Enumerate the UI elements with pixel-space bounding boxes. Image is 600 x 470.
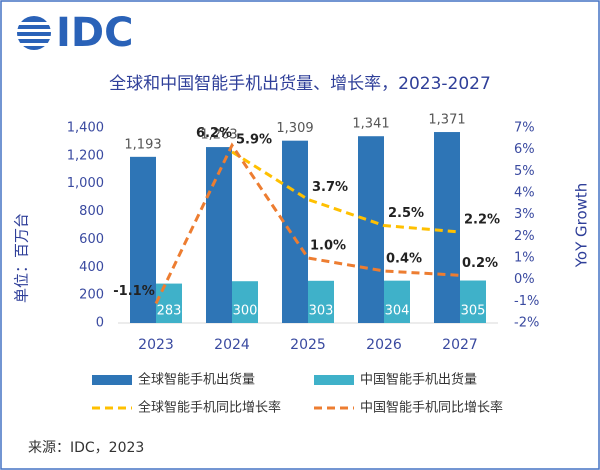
y-tick-label: 0 bbox=[96, 316, 104, 331]
bar bbox=[232, 281, 258, 323]
legend-label: 中国智能手机同比增长率 bbox=[360, 400, 503, 416]
y2-tick-label: 6% bbox=[514, 142, 535, 157]
line-value-label: 0.4% bbox=[386, 252, 422, 267]
y-tick-label: 1,400 bbox=[67, 121, 104, 136]
bar bbox=[282, 140, 308, 323]
legend-label: 全球智能手机同比增长率 bbox=[138, 400, 281, 416]
line-value-label: 5.9% bbox=[236, 132, 272, 147]
line-value-label: 1.0% bbox=[310, 239, 346, 254]
legend-label: 全球智能手机出货量 bbox=[138, 372, 255, 388]
bar-value-label: 1,193 bbox=[124, 137, 161, 152]
y2-tick-label: 0% bbox=[514, 272, 535, 287]
bar-value-label: 1,341 bbox=[352, 117, 389, 132]
y2-tick-label: 1% bbox=[514, 251, 535, 266]
y2-tick-label: 4% bbox=[514, 186, 535, 201]
bar-value-label: 304 bbox=[385, 304, 410, 319]
line-value-label: -1.1% bbox=[113, 284, 154, 299]
bar bbox=[460, 280, 486, 323]
y2-tick-label: -2% bbox=[514, 316, 539, 331]
bar bbox=[308, 280, 334, 323]
bar-value-label: 283 bbox=[157, 304, 182, 319]
bar-value-label: 1,309 bbox=[276, 121, 313, 136]
bar-value-label: 1,371 bbox=[428, 113, 465, 128]
line-value-label: 2.5% bbox=[388, 206, 424, 221]
y-axis-label: 单位：百万台 bbox=[13, 213, 31, 303]
x-tick-label: 2025 bbox=[290, 337, 326, 353]
bar bbox=[384, 280, 410, 323]
y2-tick-label: 3% bbox=[514, 207, 535, 222]
line-value-label: 2.2% bbox=[464, 213, 500, 228]
line-value-label: 0.2% bbox=[462, 256, 498, 271]
legend-swatch bbox=[314, 375, 354, 385]
y2-tick-label: 2% bbox=[514, 229, 535, 244]
y-tick-label: 1,200 bbox=[67, 148, 104, 163]
bar-value-label: 300 bbox=[233, 304, 258, 319]
bar-value-label: 305 bbox=[461, 304, 486, 319]
y-tick-label: 400 bbox=[79, 260, 104, 275]
bar-value-label: 1,263 bbox=[200, 128, 237, 143]
legend-swatch bbox=[92, 375, 132, 385]
line-value-label: 3.7% bbox=[312, 180, 348, 195]
bar-value-label: 303 bbox=[309, 304, 334, 319]
bar bbox=[130, 156, 156, 323]
legend-label: 中国智能手机出货量 bbox=[360, 372, 477, 388]
y2-tick-label: 7% bbox=[514, 121, 535, 136]
bar bbox=[156, 283, 182, 323]
line bbox=[231, 150, 461, 234]
chart-title: 全球和中国智能手机出货量、增长率，2023-2027 bbox=[109, 74, 491, 94]
bar bbox=[206, 147, 232, 323]
y-tick-label: 200 bbox=[79, 288, 104, 303]
y-tick-label: 600 bbox=[79, 232, 104, 247]
source: 来源：IDC，2023 bbox=[28, 440, 144, 456]
y2-axis-label: YoY Growth bbox=[573, 183, 591, 269]
x-tick-label: 2026 bbox=[366, 337, 402, 353]
logo-icon bbox=[16, 16, 52, 50]
x-tick-label: 2023 bbox=[138, 337, 174, 353]
bar bbox=[434, 132, 460, 323]
y2-tick-label: -1% bbox=[514, 294, 539, 309]
x-tick-label: 2024 bbox=[214, 337, 250, 353]
line-value-label: 6.2% bbox=[196, 126, 232, 141]
y-tick-label: 800 bbox=[79, 204, 104, 219]
x-tick-label: 2027 bbox=[442, 337, 478, 353]
logo: IDC bbox=[56, 10, 133, 56]
y-tick-label: 1,000 bbox=[67, 176, 104, 191]
bar bbox=[358, 136, 384, 323]
y2-tick-label: 5% bbox=[514, 164, 535, 179]
